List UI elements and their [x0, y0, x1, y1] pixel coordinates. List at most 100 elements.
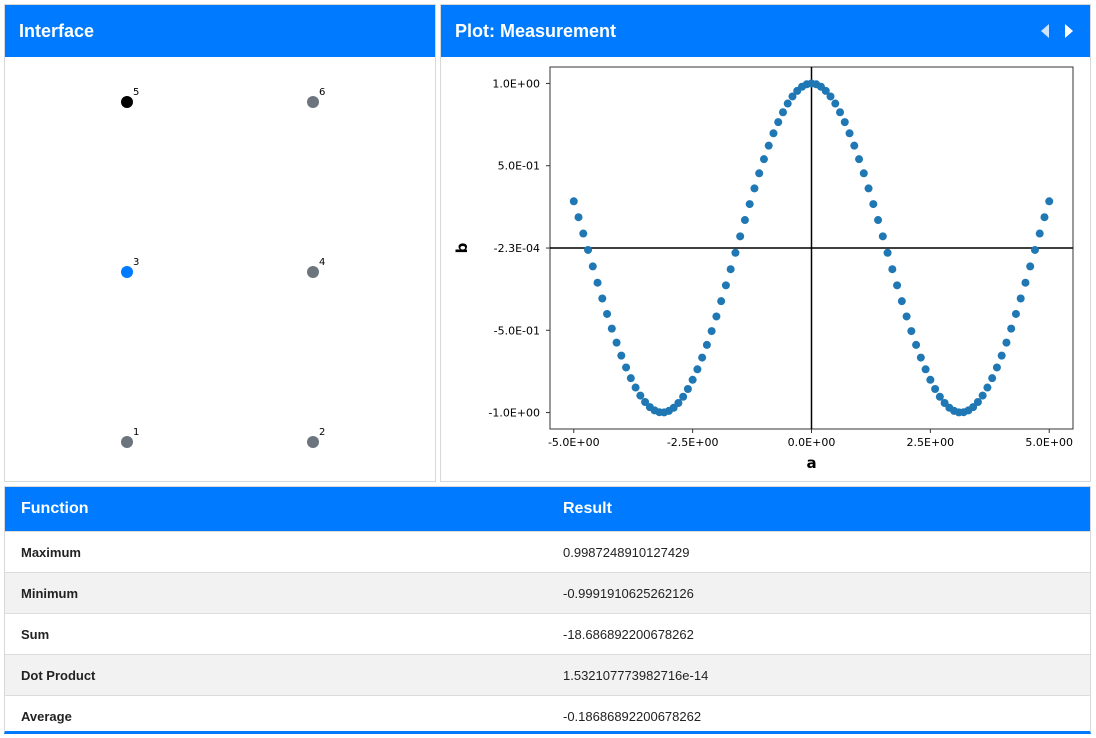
- node-4[interactable]: [307, 266, 319, 278]
- x-tick-label: -2.5E+00: [667, 436, 719, 449]
- data-point: [698, 353, 707, 362]
- node-label-3: 3: [133, 257, 140, 268]
- triangle-left-icon[interactable]: [1038, 22, 1052, 40]
- data-point: [574, 213, 583, 222]
- data-point: [736, 232, 745, 241]
- node-1[interactable]: [121, 436, 133, 448]
- data-point: [855, 155, 864, 164]
- data-point: [702, 340, 711, 349]
- data-point: [997, 351, 1006, 360]
- interface-canvas[interactable]: 5 6 3 4 1 2: [5, 57, 435, 481]
- axis-ticks: -5.0E+00 -2.5E+00 0.0E+00 2.5E+00 5.0E+00 1.0…: [488, 77, 1073, 449]
- data-point: [1026, 262, 1035, 271]
- plot-nav: [1038, 22, 1076, 40]
- data-point: [731, 248, 740, 257]
- data-point: [883, 248, 892, 257]
- node-label-6: 6: [319, 87, 326, 98]
- node-label-1: 1: [133, 427, 140, 438]
- data-point: [1035, 229, 1044, 238]
- interface-header: Interface: [5, 5, 435, 57]
- data-point: [679, 392, 688, 401]
- y-tick-label: -5.0E-01: [494, 324, 540, 337]
- result-cell: -0.9991910625262126: [547, 572, 1090, 614]
- data-point: [683, 385, 692, 394]
- data-point: [845, 129, 854, 138]
- data-point: [740, 216, 749, 225]
- data-point: [759, 155, 768, 164]
- data-point: [864, 184, 873, 193]
- data-point: [617, 351, 626, 360]
- data-point: [916, 353, 925, 362]
- y-tick-label: 5.0E-01: [498, 160, 540, 173]
- y-axis-label: b: [453, 242, 471, 253]
- node-3[interactable]: [121, 266, 133, 278]
- data-point: [721, 281, 730, 290]
- data-point: [774, 118, 783, 127]
- data-point: [1011, 309, 1020, 318]
- data-point: [836, 108, 845, 117]
- data-point: [926, 375, 935, 384]
- data-point: [840, 118, 849, 127]
- data-point: [874, 216, 883, 225]
- x-axis-label: a: [806, 454, 816, 472]
- data-point: [593, 278, 602, 287]
- data-point: [693, 365, 702, 374]
- x-tick-label: 0.0E+00: [788, 436, 836, 449]
- measurement-chart[interactable]: -5.0E+00 -2.5E+00 0.0E+00 2.5E+00 5.0E+00 1.0…: [441, 57, 1090, 481]
- data-point: [688, 375, 697, 384]
- y-tick-label: -1.0E+00: [488, 407, 540, 420]
- data-point: [1045, 197, 1054, 206]
- table-row: Average -0.18686892200678262: [5, 695, 1090, 736]
- function-cell: Average: [5, 695, 547, 736]
- data-point: [631, 383, 640, 392]
- data-point: [973, 398, 982, 407]
- data-points: [569, 79, 1054, 417]
- data-point: [707, 327, 716, 336]
- data-point: [769, 129, 778, 138]
- data-point: [969, 403, 978, 412]
- interface-title: Interface: [19, 20, 95, 41]
- data-point: [992, 363, 1001, 372]
- data-point: [641, 398, 650, 407]
- col-header-function: Function: [5, 487, 547, 532]
- interface-panel: Interface 5 6 3 4 1 2: [4, 4, 436, 482]
- data-point: [750, 184, 759, 193]
- x-tick-label: 5.0E+00: [1025, 436, 1073, 449]
- table-row: Dot Product 1.532107773982716e-14: [5, 654, 1090, 696]
- data-point: [755, 169, 764, 178]
- x-tick-label: -5.0E+00: [548, 436, 600, 449]
- data-point: [893, 281, 902, 290]
- data-point: [907, 327, 916, 336]
- col-header-result: Result: [547, 487, 1090, 532]
- data-point: [859, 169, 868, 178]
- data-point: [745, 200, 754, 209]
- data-point: [935, 392, 944, 401]
- data-point: [717, 297, 726, 306]
- data-point: [569, 197, 578, 206]
- data-point: [712, 312, 721, 321]
- node-label-4: 4: [319, 257, 326, 268]
- data-point: [1040, 213, 1049, 222]
- data-point: [1021, 278, 1030, 287]
- node-6[interactable]: [307, 96, 319, 108]
- data-point: [788, 92, 797, 101]
- data-point: [983, 383, 992, 392]
- table-header-row: Function Result: [5, 487, 1090, 532]
- data-point: [888, 265, 897, 274]
- data-point: [912, 340, 921, 349]
- data-point: [826, 92, 835, 101]
- data-point: [783, 99, 792, 108]
- data-point: [902, 312, 911, 321]
- plot-title: Plot: Measurement: [455, 20, 617, 41]
- data-point: [850, 141, 859, 150]
- data-point: [612, 338, 621, 347]
- data-point: [978, 391, 987, 400]
- data-point: [778, 108, 787, 117]
- plot-header: Plot: Measurement: [441, 5, 1090, 57]
- triangle-right-icon[interactable]: [1062, 22, 1076, 40]
- results-table-panel: Function Result Maximum 0.99872489101274…: [4, 486, 1091, 736]
- data-point: [1007, 324, 1016, 333]
- node-2[interactable]: [307, 436, 319, 448]
- table-row: Sum -18.686892200678262: [5, 613, 1090, 655]
- node-5[interactable]: [121, 96, 133, 108]
